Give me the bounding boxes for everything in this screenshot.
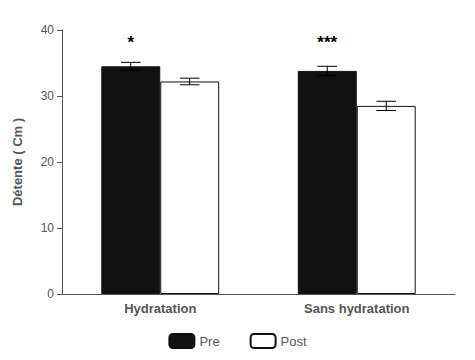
- svg-text:0: 0: [47, 287, 54, 301]
- svg-text:40: 40: [41, 23, 55, 37]
- svg-text:20: 20: [41, 155, 55, 169]
- svg-text:Sans hydratation: Sans hydratation: [304, 301, 410, 316]
- svg-text:30: 30: [41, 89, 55, 103]
- svg-text:Pre: Pre: [199, 334, 219, 349]
- svg-text:*: *: [127, 33, 134, 52]
- svg-text:Hydratation: Hydratation: [124, 301, 196, 316]
- svg-text:Détente ( Cm ): Détente ( Cm ): [10, 118, 25, 206]
- svg-text:10: 10: [41, 221, 55, 235]
- svg-text:Post: Post: [281, 334, 307, 349]
- svg-text:***: ***: [317, 33, 337, 52]
